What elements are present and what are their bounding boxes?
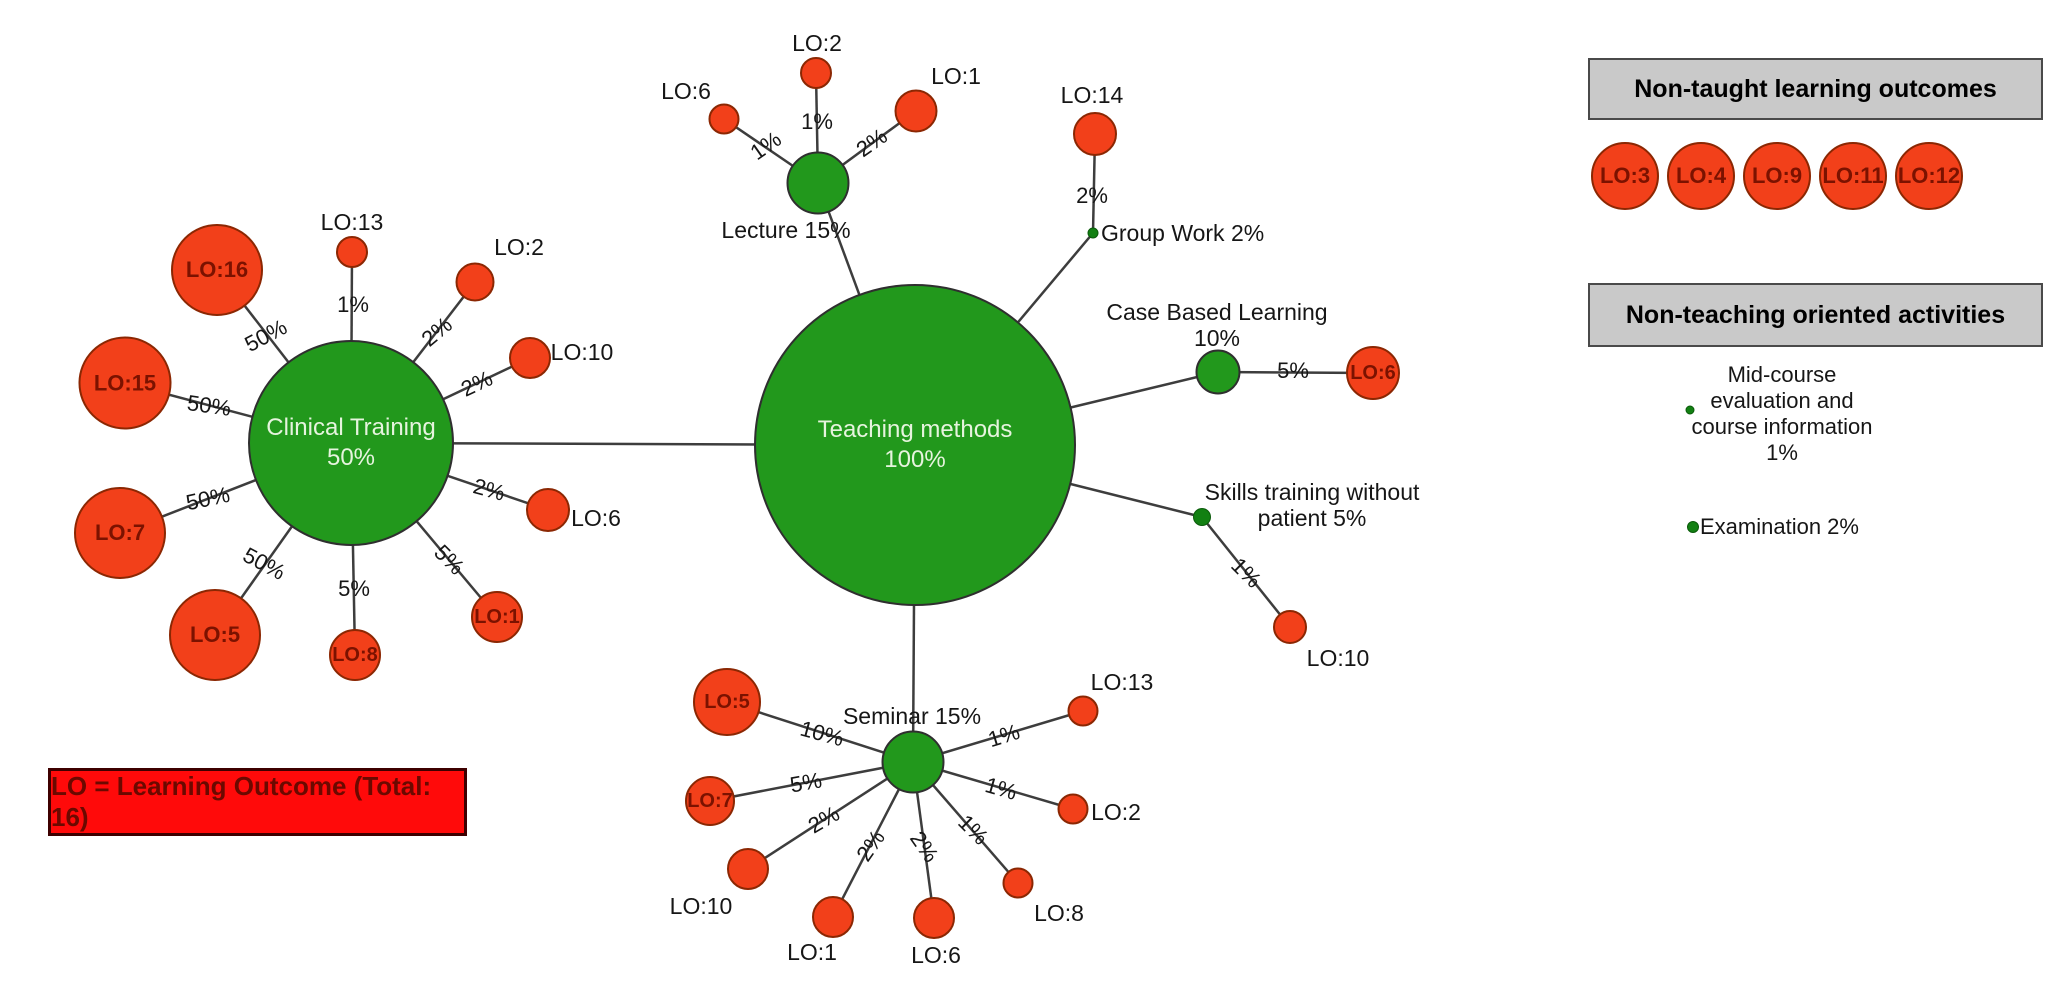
non-taught-lo3: LO:3 [1591,142,1659,210]
teaching-methods-label-line2: 100% [884,446,946,473]
node-cbl-lo6: LO:6 [1346,346,1400,400]
lecture-lo6-label: LO:6 [661,78,711,104]
group-work-label: Group Work 2% [1101,220,1265,246]
clinical-lo13-label: LO:13 [320,209,384,235]
node-clinical-lo2 [455,262,495,302]
skills-lo10-label: LO:10 [1306,645,1370,671]
node-seminar-lo13 [1067,695,1099,727]
midcourse-line4: 1% [1766,440,1798,465]
node-seminar-lo2 [1057,793,1089,825]
node-lecture-lo6 [708,103,740,135]
seminar-lo8-label: LO:8 [1034,900,1084,926]
node-clinical-lo5: LO:5 [169,589,261,681]
node-seminar [881,730,945,794]
clinical-training-label: Clinical Training 50% [266,414,436,471]
node-lecture [786,151,850,215]
node-seminar-lo7: LO:7 [685,776,735,826]
edge-skills-lo10 [1201,516,1291,628]
non-taught-lo9: LO:9 [1743,142,1811,210]
edge-seminar-lo7 [709,760,914,803]
clinical-lo10-label: LO:10 [550,339,614,365]
lo16-label: LO:16 [185,257,249,282]
node-teaching-methods: Teaching methods 100% [754,284,1076,606]
seminar-lo13-label: LO:13 [1090,669,1154,695]
pct-cbl-lo6: 5% [1277,358,1309,383]
node-seminar-lo8 [1002,867,1034,899]
edge-seminar-lo10 [747,760,914,871]
node-case-based-learning [1195,349,1241,395]
non-teaching-header: Non-teaching oriented activities [1588,283,2043,347]
examination-text: Examination 2% [1700,514,1859,539]
node-skills-training [1193,508,1211,526]
seminar-lo2-label: LO:2 [1091,799,1141,825]
lecture-lo1-label: LO:1 [931,63,981,89]
non-taught-lo3-label: LO:3 [1599,163,1651,188]
non-taught-lo4-label: LO:4 [1675,163,1727,188]
node-clinical-training: Clinical Training 50% [248,340,454,546]
node-clinical-lo6 [526,488,570,532]
node-clinical-lo8: LO:8 [329,629,381,681]
clinical-lo2-label: LO:2 [494,234,544,260]
cbl-lo6-label: LO:6 [1350,361,1396,384]
non-taught-header: Non-taught learning outcomes [1588,58,2043,120]
node-group-work [1087,227,1099,239]
lo15-label: LO:15 [93,370,157,395]
midcourse-text: Mid-course evaluation and course informa… [1692,362,1873,466]
node-seminar-lo10 [727,848,769,890]
cbl-label-line2: 10% [1193,325,1241,351]
node-clinical-lo1: LO:1 [471,591,523,643]
pct-clinical-lo13: 1% [337,292,369,317]
node-skills-lo10 [1273,610,1307,644]
seminar-lo6-label: LO:6 [911,942,961,968]
teaching-methods-label-line1: Teaching methods [817,416,1013,443]
pct-clinical-lo8: 5% [338,576,370,601]
node-clinical-lo10 [509,337,551,379]
pct-seminar-lo7: 5% [788,767,824,798]
node-clinical-lo7: LO:7 [74,487,166,579]
midcourse-line2: evaluation and [1710,388,1854,413]
skills-training-label: Skills training without patient 5% [1205,479,1420,531]
lo1-label: LO:1 [474,605,520,628]
seminar-lo7-label: LO:7 [687,789,733,812]
skills-label-line1: Skills training without [1204,479,1420,505]
midcourse-line3: course information [1691,414,1873,439]
lecture-label: Lecture 15% [721,217,851,243]
non-taught-lo9-label: LO:9 [1751,163,1803,188]
node-seminar-lo6 [913,897,955,939]
pct-groupwork-lo14: 2% [1076,183,1108,208]
non-taught-lo11: LO:11 [1819,142,1887,210]
node-groupwork-lo14 [1073,112,1117,156]
node-lecture-lo2 [800,57,832,89]
lo8-label: LO:8 [332,643,378,666]
node-seminar-lo1 [812,896,854,938]
lecture-lo2-label: LO:2 [792,30,842,56]
seminar-lo1-label: LO:1 [787,939,837,965]
pct-lecture-lo2: 1% [801,109,833,134]
node-clinical-lo13 [336,236,368,268]
non-taught-lo12: LO:12 [1895,142,1963,210]
groupwork-lo14-label: LO:14 [1060,82,1124,108]
midcourse-line1: Mid-course [1727,362,1837,387]
non-taught-lo11-label: LO:11 [1822,163,1884,188]
node-lecture-lo1 [894,89,938,133]
midcourse-dot [1685,405,1695,415]
seminar-lo10-label: LO:10 [669,893,733,919]
skills-label-line2: patient 5% [1257,505,1367,531]
case-based-learning-label: Case Based Learning 10% [1106,299,1327,351]
non-taught-lo12-label: LO:12 [1897,163,1961,188]
lo5-label: LO:5 [189,622,241,647]
node-seminar-lo5: LO:5 [693,668,761,736]
node-clinical-lo16: LO:16 [171,224,263,316]
clinical-lo6-label: LO:6 [571,505,621,531]
lo7-label: LO:7 [94,520,146,545]
cbl-label-line1: Case Based Learning [1106,299,1328,325]
seminar-lo5-label: LO:5 [704,690,750,713]
node-clinical-lo15: LO:15 [78,336,172,430]
legend-box: LO = Learning Outcome (Total: 16) [48,768,467,836]
seminar-label: Seminar 15% [842,703,982,729]
examination-dot [1687,521,1699,533]
non-taught-lo4: LO:4 [1667,142,1735,210]
